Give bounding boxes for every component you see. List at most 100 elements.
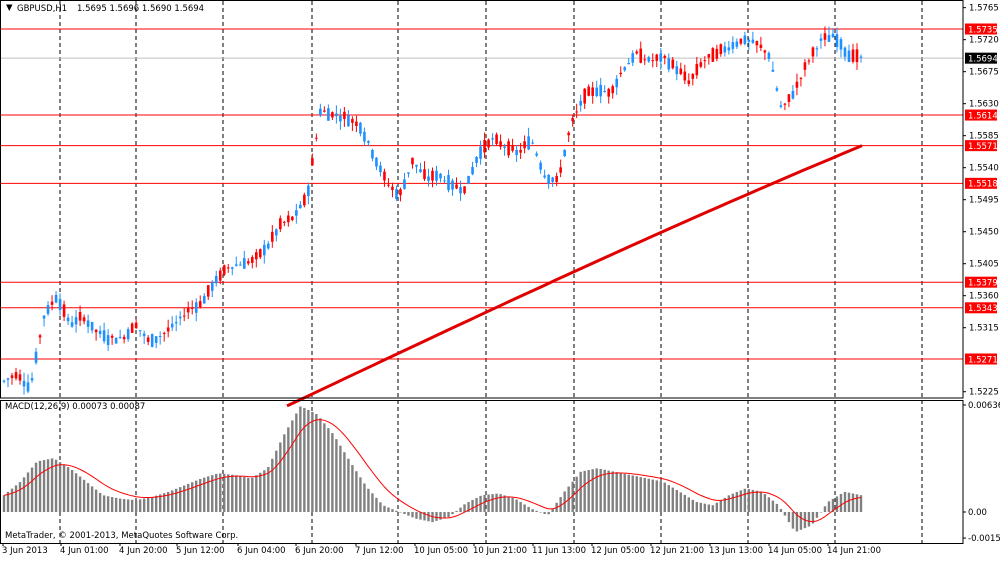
candle-up <box>102 330 106 342</box>
candle-up <box>106 335 110 346</box>
candle-up <box>339 115 342 122</box>
candle-up <box>615 78 619 88</box>
candle-down <box>94 329 98 333</box>
macd-bar <box>623 473 626 512</box>
candle-down <box>523 141 526 149</box>
macd-bar <box>18 482 22 512</box>
macd-bar <box>507 496 510 512</box>
macd-bar <box>170 490 174 512</box>
macd-bar <box>491 494 494 512</box>
candle-up <box>178 316 182 319</box>
time-tick-label: 4 Jun 20:00 <box>119 546 168 556</box>
macd-bar <box>138 499 142 512</box>
price-tick-label: 1.5765 <box>969 4 999 14</box>
candle-up <box>831 33 835 38</box>
macd-bar <box>731 493 735 512</box>
macd-bar <box>231 474 234 512</box>
macd-bar <box>367 488 370 512</box>
level-label-box <box>965 353 997 365</box>
ohlc-values: 1.5695 1.5696 1.5690 1.5694 <box>77 4 204 14</box>
macd-tick-label: 0.00 <box>968 508 987 518</box>
candle-up <box>675 66 679 75</box>
macd-bar <box>683 494 686 512</box>
candle-up <box>367 140 370 143</box>
candle-down <box>719 44 723 55</box>
macd-bar <box>351 465 354 512</box>
macd-bar <box>66 467 70 512</box>
candle-up <box>775 88 779 91</box>
macd-bar <box>58 462 62 512</box>
macd-bar <box>291 420 294 512</box>
candle-down <box>671 59 675 69</box>
macd-bar <box>819 512 823 513</box>
macd-frame <box>0 400 964 544</box>
macd-bar <box>142 498 146 512</box>
candle-down <box>639 48 643 63</box>
macd-bar <box>831 498 835 512</box>
macd-bar <box>279 442 282 512</box>
candle-up <box>275 229 278 236</box>
candle-down <box>487 139 490 148</box>
macd-bar <box>799 512 803 530</box>
macd-bar <box>355 471 358 512</box>
candle-up <box>403 179 406 190</box>
candle-up <box>447 175 450 191</box>
macd-bar <box>191 482 194 512</box>
candle-down <box>495 134 498 144</box>
macd-bar <box>611 471 614 512</box>
macd-bar <box>158 494 162 512</box>
macd-bar <box>827 501 831 512</box>
macd-bar <box>118 498 122 512</box>
macd-bar <box>543 512 546 515</box>
candle-down <box>218 270 222 281</box>
price-tick-label: 1.5360 <box>969 292 999 302</box>
macd-bar <box>307 409 310 512</box>
candle-up <box>415 164 418 167</box>
candle-up <box>66 317 70 322</box>
candle-up <box>238 264 242 266</box>
macd-bar <box>110 497 114 512</box>
macd-bar <box>595 468 598 512</box>
macd-bar <box>719 500 723 512</box>
candle-up <box>535 153 538 156</box>
candle-down <box>763 50 767 53</box>
macd-bar <box>219 473 222 512</box>
macd-bar <box>655 480 658 512</box>
candle-up <box>174 322 178 324</box>
macd-bar <box>435 512 438 521</box>
macd-bar <box>106 496 110 512</box>
macd-bar <box>627 474 630 512</box>
macd-bar <box>283 434 286 512</box>
candle-up <box>70 322 74 327</box>
candle-up <box>515 149 518 156</box>
candle-down <box>567 132 570 136</box>
candle-up <box>30 378 34 381</box>
candle-down <box>351 118 354 123</box>
moving-average-line <box>286 144 863 408</box>
macd-bar <box>419 512 422 520</box>
macd-bar <box>267 467 270 512</box>
candle-up <box>363 131 366 142</box>
candle-up <box>150 334 154 347</box>
candle-up <box>543 175 546 178</box>
candle-down <box>463 186 466 194</box>
macd-bar <box>527 506 530 512</box>
candle-down <box>783 103 787 105</box>
macd-bar <box>10 488 14 512</box>
macd-bar <box>511 497 514 512</box>
candle-up <box>295 210 298 216</box>
candle-down <box>711 48 715 62</box>
macd-bar <box>255 475 258 512</box>
candle-up <box>627 63 631 65</box>
macd-bar <box>659 481 662 512</box>
candle-up <box>54 294 58 303</box>
candle-down <box>198 301 202 308</box>
candle-down <box>519 149 522 153</box>
macd-bar <box>323 423 326 512</box>
macd-bar <box>551 508 554 512</box>
candle-down <box>246 261 250 264</box>
candle-down <box>38 335 42 338</box>
candle-up <box>791 90 795 99</box>
